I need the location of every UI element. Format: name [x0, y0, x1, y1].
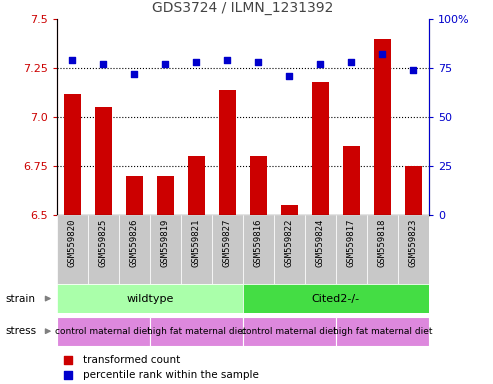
Text: GSM559824: GSM559824 [316, 218, 325, 267]
Text: GSM559822: GSM559822 [285, 218, 294, 267]
Bar [57, 317, 150, 346]
Bar [88, 215, 119, 284]
Bar [336, 215, 367, 284]
Bar [405, 166, 422, 215]
Point [254, 59, 262, 65]
Bar [343, 147, 360, 215]
Bar [281, 205, 298, 215]
Point [161, 61, 169, 67]
Text: GSM559820: GSM559820 [68, 218, 77, 267]
Point [68, 57, 76, 63]
Bar [250, 156, 267, 215]
Bar [188, 156, 205, 215]
Bar [64, 94, 81, 215]
Bar [336, 317, 429, 346]
Text: stress: stress [5, 326, 36, 336]
Bar [181, 215, 212, 284]
Bar [398, 215, 429, 284]
Text: GSM559827: GSM559827 [223, 218, 232, 267]
Bar [243, 317, 336, 346]
Point [64, 372, 72, 379]
Bar [243, 215, 274, 284]
Bar [126, 176, 143, 215]
Text: GSM559816: GSM559816 [254, 218, 263, 267]
Text: GSM559826: GSM559826 [130, 218, 139, 267]
Text: GSM559818: GSM559818 [378, 218, 387, 267]
Text: control maternal diet: control maternal diet [55, 327, 151, 336]
Point [192, 59, 200, 65]
Text: control maternal diet: control maternal diet [242, 327, 337, 336]
Bar [274, 215, 305, 284]
Text: GSM559825: GSM559825 [99, 218, 108, 267]
Point [410, 67, 418, 73]
Bar [243, 284, 429, 313]
Bar [150, 317, 243, 346]
Bar [212, 215, 243, 284]
Title: GDS3724 / ILMN_1231392: GDS3724 / ILMN_1231392 [152, 2, 333, 15]
Text: percentile rank within the sample: percentile rank within the sample [83, 370, 259, 381]
Bar [157, 176, 174, 215]
Bar [57, 215, 88, 284]
Text: high fat maternal diet: high fat maternal diet [146, 327, 246, 336]
Bar [95, 108, 112, 215]
Point [348, 59, 355, 65]
Point [223, 57, 231, 63]
Text: strain: strain [5, 293, 35, 304]
Text: GSM559819: GSM559819 [161, 218, 170, 267]
Bar [367, 215, 398, 284]
Text: high fat maternal diet: high fat maternal diet [333, 327, 432, 336]
Bar [312, 82, 329, 215]
Point [285, 73, 293, 79]
Point [130, 71, 138, 77]
Text: GSM559817: GSM559817 [347, 218, 356, 267]
Point [317, 61, 324, 67]
Bar [305, 215, 336, 284]
Text: wildtype: wildtype [126, 293, 174, 304]
Point [64, 357, 72, 363]
Point [99, 61, 107, 67]
Bar [150, 215, 181, 284]
Text: Cited2-/-: Cited2-/- [312, 293, 360, 304]
Bar [374, 39, 391, 215]
Bar [219, 90, 236, 215]
Bar [119, 215, 150, 284]
Bar [57, 284, 243, 313]
Point [379, 51, 387, 58]
Text: transformed count: transformed count [83, 355, 180, 365]
Text: GSM559821: GSM559821 [192, 218, 201, 267]
Text: GSM559823: GSM559823 [409, 218, 418, 267]
